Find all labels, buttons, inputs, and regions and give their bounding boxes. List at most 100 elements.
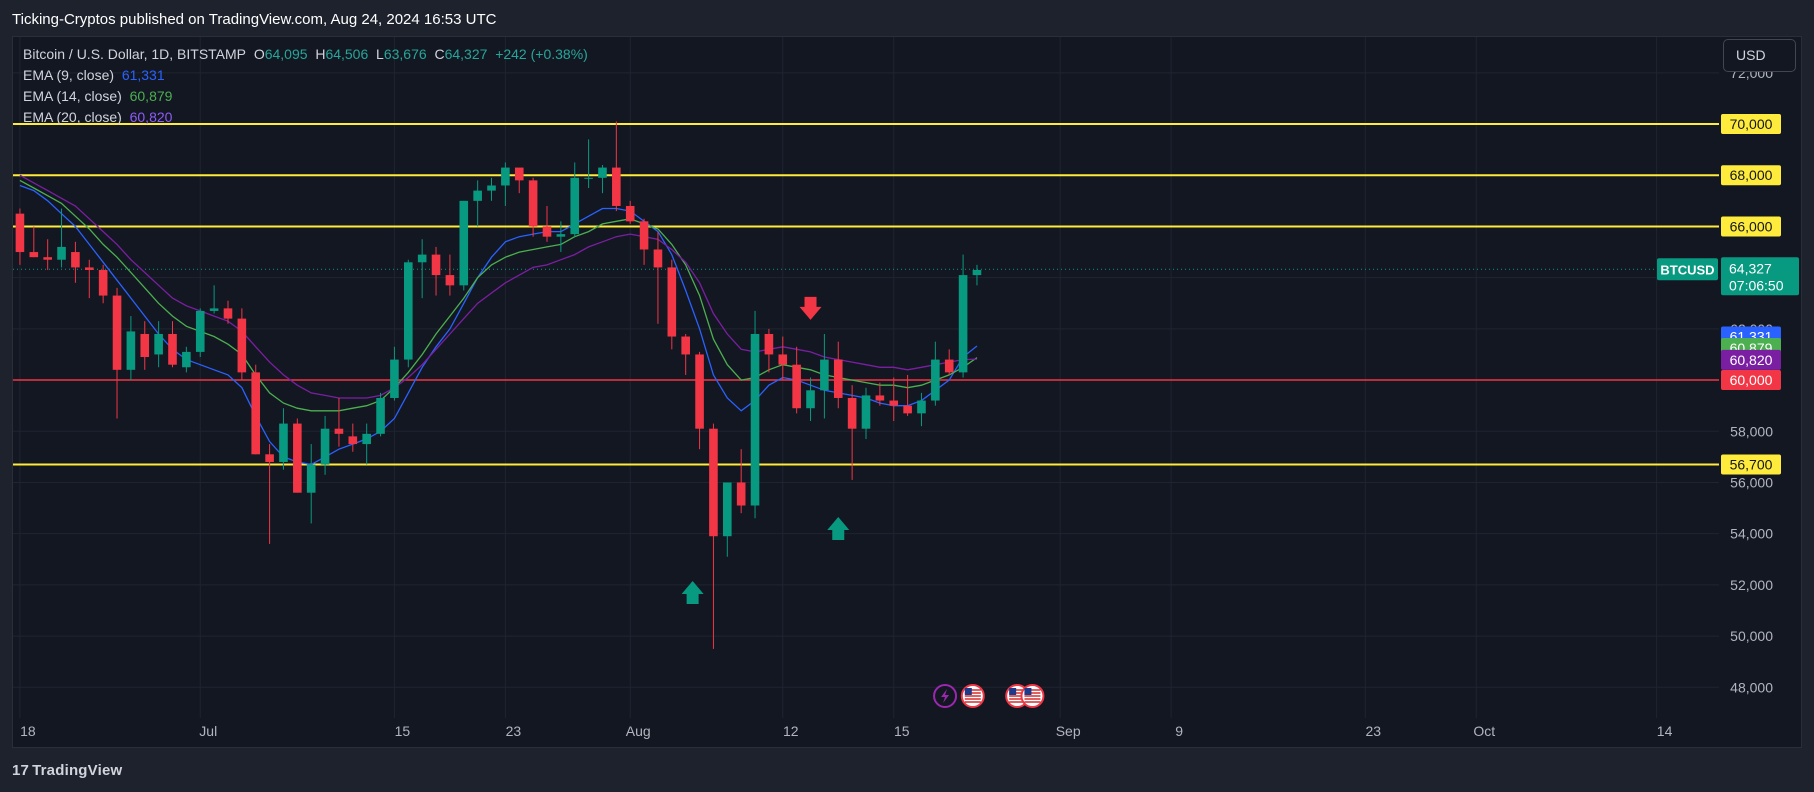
candle-body[interactable] (917, 400, 926, 414)
candle-body[interactable] (223, 308, 233, 319)
candle-body[interactable] (944, 359, 954, 373)
candle-body[interactable] (195, 310, 205, 352)
candle-body[interactable] (279, 423, 288, 462)
candle-body[interactable] (126, 331, 136, 370)
symbol-badge[interactable]: BTCUSD (1657, 258, 1718, 281)
candle-body[interactable] (57, 246, 66, 260)
candle-body[interactable] (15, 213, 25, 253)
candle-body[interactable] (376, 397, 385, 434)
open-label: O (253, 46, 265, 62)
ema-20-row[interactable]: EMA (20, close) 60,820 (23, 107, 588, 128)
candle-body[interactable] (653, 249, 663, 268)
time-tick-label: 23 (506, 723, 522, 739)
arrow-up-icon[interactable] (681, 580, 704, 604)
symbol-name[interactable]: Bitcoin / U.S. Dollar, 1D, BITSTAMP (23, 46, 247, 62)
candle-body[interactable] (306, 464, 316, 493)
candle-body[interactable] (362, 433, 371, 445)
candle-body[interactable] (667, 267, 677, 337)
candle-body[interactable] (390, 359, 399, 398)
candle-body[interactable] (514, 167, 524, 181)
arrow-down-icon[interactable] (799, 296, 822, 320)
time-tick-label: Aug (626, 723, 651, 739)
candle-body[interactable] (625, 205, 635, 222)
candle-body[interactable] (71, 252, 80, 268)
candle-body[interactable] (209, 308, 219, 311)
tradingview-logo[interactable]: 17 TradingView (12, 762, 122, 779)
candle-body[interactable] (417, 254, 427, 263)
level-badge[interactable]: 66,000 (1721, 216, 1781, 237)
candle-body[interactable] (528, 180, 538, 227)
candle-body[interactable] (431, 254, 441, 276)
candle-body[interactable] (334, 428, 344, 434)
chart-legend: Bitcoin / U.S. Dollar, 1D, BITSTAMP O64,… (23, 44, 588, 128)
candle-body[interactable] (251, 372, 261, 455)
candle-body[interactable] (112, 295, 122, 370)
candle-body[interactable] (293, 423, 302, 493)
ema-line[interactable] (19, 184, 978, 466)
currency-button[interactable]: USD (1723, 39, 1796, 72)
candle-body[interactable] (958, 275, 968, 373)
candle-body[interactable] (348, 436, 358, 445)
candle-body[interactable] (501, 167, 510, 186)
candle-body[interactable] (903, 405, 912, 414)
candle-body[interactable] (598, 167, 607, 178)
candle-body[interactable] (168, 333, 177, 365)
us-flag-icon[interactable] (960, 684, 985, 708)
candle-body[interactable] (889, 400, 899, 406)
time-tick-label: 18 (20, 723, 36, 739)
us-flag-icon[interactable] (1020, 684, 1045, 708)
candle-body[interactable] (723, 482, 732, 537)
candle-body[interactable] (736, 482, 746, 506)
ema-badge[interactable]: 60,820 (1721, 349, 1781, 370)
candle-body[interactable] (875, 395, 885, 401)
candle-body[interactable] (709, 428, 718, 537)
ema-14-row[interactable]: EMA (14, close) 60,879 (23, 86, 588, 107)
arrow-up-icon[interactable] (827, 516, 850, 540)
candle-body[interactable] (570, 177, 580, 235)
candle-body[interactable] (806, 390, 815, 409)
candle-body[interactable] (639, 221, 649, 250)
level-badge[interactable]: 68,000 (1721, 165, 1781, 186)
candle-body[interactable] (972, 269, 982, 276)
level-badge[interactable]: 60,000 (1721, 370, 1781, 391)
candle-body[interactable] (612, 167, 621, 206)
candle-body[interactable] (931, 359, 940, 401)
candle-body[interactable] (584, 177, 593, 179)
lightning-icon[interactable] (933, 684, 958, 708)
candle-body[interactable] (750, 333, 760, 506)
candle-body[interactable] (459, 200, 469, 286)
candle-body[interactable] (154, 333, 163, 355)
candle-body[interactable] (820, 359, 829, 391)
candle-body[interactable] (98, 269, 108, 296)
candle-body[interactable] (695, 354, 704, 429)
candle-body[interactable] (403, 262, 413, 360)
candle-body[interactable] (29, 252, 39, 258)
level-badge[interactable]: 70,000 (1721, 114, 1781, 135)
candle-body[interactable] (792, 364, 801, 409)
candle-body[interactable] (320, 428, 330, 465)
candle-body[interactable] (681, 336, 690, 355)
candle-body[interactable] (43, 257, 52, 260)
candle-body[interactable] (542, 226, 552, 237)
candle-body[interactable] (84, 267, 94, 270)
candle-body[interactable] (237, 318, 247, 373)
candle-body[interactable] (445, 275, 455, 286)
ema-line[interactable] (19, 174, 978, 399)
candle-body[interactable] (140, 333, 150, 358)
ema-line[interactable] (19, 179, 978, 412)
candle-body[interactable] (847, 397, 857, 429)
candle-body[interactable] (764, 333, 774, 355)
candles (15, 121, 982, 649)
level-badge[interactable]: 56,700 (1721, 454, 1781, 475)
candle-body[interactable] (265, 454, 274, 462)
candle-body[interactable] (833, 359, 843, 398)
candle-body[interactable] (778, 354, 788, 365)
candle-body[interactable] (182, 351, 191, 368)
candle-body[interactable] (556, 234, 566, 237)
candle-body[interactable] (861, 395, 871, 429)
candle-body[interactable] (473, 190, 482, 201)
ema-9-row[interactable]: EMA (9, close) 61,331 (23, 65, 588, 86)
candle-body[interactable] (487, 185, 496, 191)
